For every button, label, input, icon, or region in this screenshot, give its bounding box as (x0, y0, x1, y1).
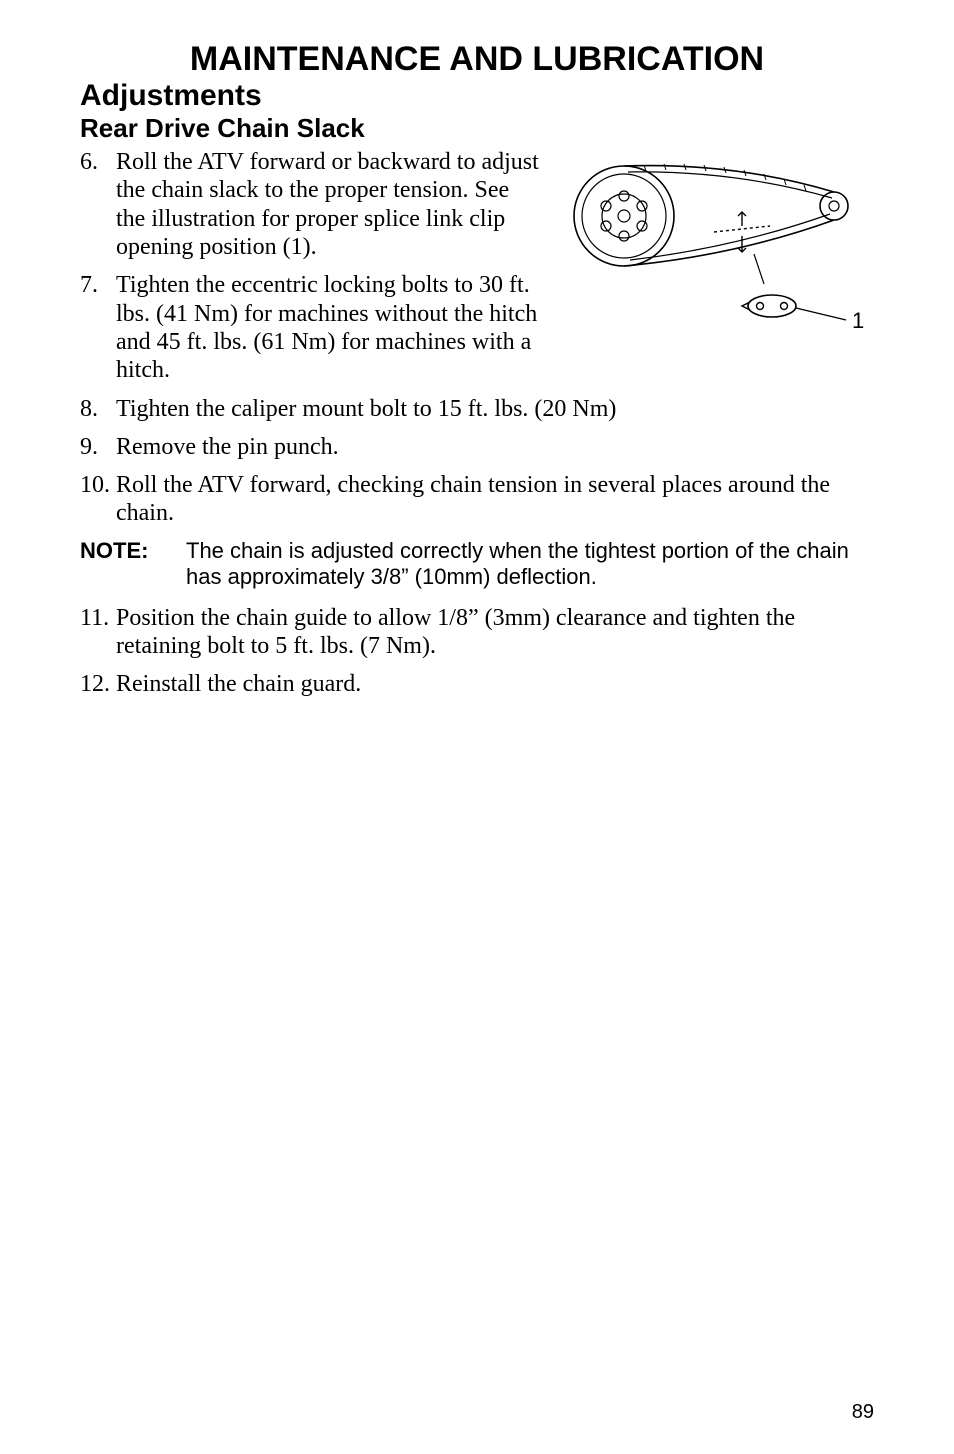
step-number: 12. (80, 670, 116, 698)
subsection-title: Rear Drive Chain Slack (80, 113, 874, 144)
step-item: 10.Roll the ATV forward, checking chain … (80, 471, 874, 528)
step-number: 9. (80, 433, 116, 461)
section-title: Adjustments (80, 79, 874, 113)
step-text: Tighten the caliper mount bolt to 15 ft.… (116, 395, 874, 423)
page-title: MAINTENANCE AND LUBRICATION (80, 40, 874, 79)
step-item: 9.Remove the pin punch. (80, 433, 874, 461)
chain-diagram: 1 (564, 148, 874, 395)
step-text: Remove the pin punch. (116, 433, 874, 461)
step-number: 6. (80, 148, 116, 261)
step-list-top: 6.Roll the ATV forward or backward to ad… (80, 148, 540, 385)
step-number: 8. (80, 395, 116, 423)
step-item: 7.Tighten the eccentric locking bolts to… (80, 271, 540, 384)
step-list-bottom: 11.Position the chain guide to allow 1/8… (80, 604, 874, 699)
step-item: 6.Roll the ATV forward or backward to ad… (80, 148, 540, 261)
page-number: 89 (852, 1401, 874, 1424)
note-label: NOTE: (80, 538, 186, 590)
step-text: Tighten the eccentric locking bolts to 3… (116, 271, 540, 384)
step-text: Position the chain guide to allow 1/8” (… (116, 604, 874, 661)
step-number: 11. (80, 604, 116, 661)
step-text: Reinstall the chain guard. (116, 670, 874, 698)
step-item: 8.Tighten the caliper mount bolt to 15 f… (80, 395, 874, 423)
step-text: Roll the ATV forward or backward to adju… (116, 148, 540, 261)
step-item: 12.Reinstall the chain guard. (80, 670, 874, 698)
diagram-callout-1: 1 (852, 308, 864, 333)
step-number: 10. (80, 471, 116, 528)
step-list-mid: 8.Tighten the caliper mount bolt to 15 f… (80, 395, 874, 528)
note-block: NOTE: The chain is adjusted correctly wh… (80, 538, 874, 590)
step-text: Roll the ATV forward, checking chain ten… (116, 471, 874, 528)
step-item: 11.Position the chain guide to allow 1/8… (80, 604, 874, 661)
note-text: The chain is adjusted correctly when the… (186, 538, 874, 590)
step-number: 7. (80, 271, 116, 384)
